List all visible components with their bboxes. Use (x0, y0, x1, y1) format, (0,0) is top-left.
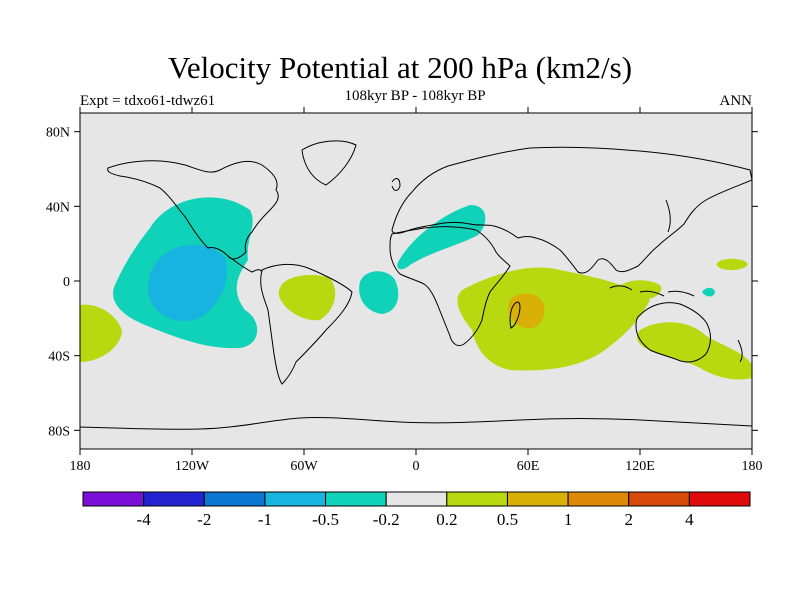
coastline-australia (635, 302, 711, 363)
region-south-america-positive (278, 275, 336, 321)
colorbar-swatch (325, 491, 387, 507)
region-central-pacific-positive (716, 258, 748, 271)
colorbar-label: 1 (564, 510, 573, 529)
colorbar-label: -0.2 (373, 510, 400, 529)
colorbar-label: 2 (624, 510, 633, 529)
axis-ticks: 180 120W 60W 0 60E 120E 180 80N 40N 0 40S 80S (46, 107, 763, 474)
y-tick-label: 40S (48, 350, 70, 365)
coastline-south-america (260, 263, 353, 385)
colorbar-swatch (567, 491, 630, 507)
experiment-label: Expt = tdxo61-tdwz61 (80, 93, 216, 109)
page-title: Velocity Potential at 200 hPa (km2/s) (167, 50, 633, 85)
colorbar-swatch (203, 491, 266, 507)
colorbar-swatch (506, 491, 569, 507)
region-south-pacific-positive (80, 304, 122, 362)
coastline-new-zealand (737, 339, 743, 363)
x-tick-label: 120E (625, 459, 655, 474)
x-tick-label: 60W (290, 459, 318, 474)
colorbar-swatch (143, 491, 205, 507)
coastline-central-america (227, 255, 263, 273)
y-tick-label: 80N (46, 126, 70, 141)
colorbar-label: 0.2 (436, 510, 457, 529)
coastline-north-america (107, 160, 279, 260)
colorbar-swatch (628, 491, 690, 507)
colorbar-swatch (688, 491, 751, 507)
region-australia-positive (637, 322, 752, 380)
coastline-madagascar (509, 301, 521, 329)
x-tick-label: 60E (517, 459, 540, 474)
colorbar-swatch (385, 491, 448, 507)
colorbar-label: -1 (258, 510, 272, 529)
contour-layer (80, 197, 752, 380)
colorbar-label: -2 (197, 510, 211, 529)
colorbar-swatch (82, 491, 145, 507)
coastline-africa (389, 226, 511, 347)
colorbar-swatch (446, 491, 508, 507)
colorbar-swatch (264, 491, 327, 507)
x-tick-label: 180 (742, 459, 763, 474)
region-west-pacific-negative (702, 287, 715, 297)
colorbar-label: 0.5 (497, 510, 518, 529)
coastline-japan (665, 199, 671, 233)
region-mediterranean-negative (397, 205, 486, 270)
region-east-pacific-core (147, 244, 228, 322)
colorbar-label: -4 (137, 510, 152, 529)
region-tropical-atlantic-negative (359, 271, 399, 314)
coastline-layer (80, 140, 752, 430)
coastline-indonesia (609, 285, 695, 297)
y-tick-label: 40N (46, 200, 70, 215)
coastline-greenland (301, 140, 357, 186)
y-tick-label: 80S (48, 424, 70, 439)
region-maritime-continent-positive (614, 280, 662, 300)
season-label: ANN (719, 93, 753, 109)
y-tick-label: 0 (63, 275, 70, 290)
period-label: 108kyr BP - 108kyr BP (344, 88, 486, 104)
x-tick-label: 0 (413, 459, 420, 474)
region-indian-ocean-positive (457, 267, 650, 371)
colorbar-label: -0.5 (312, 510, 339, 529)
coastline-europe-asia (391, 146, 752, 274)
colorbar-label: 4 (685, 510, 694, 529)
x-tick-label: 180 (70, 459, 91, 474)
x-tick-label: 120W (175, 459, 210, 474)
coastline-antarctica (80, 416, 752, 430)
colorbar: -4 -2 -1 -0.5 -0.2 0.2 0.5 1 2 4 (82, 491, 751, 529)
coastline-british-isles (391, 178, 401, 191)
